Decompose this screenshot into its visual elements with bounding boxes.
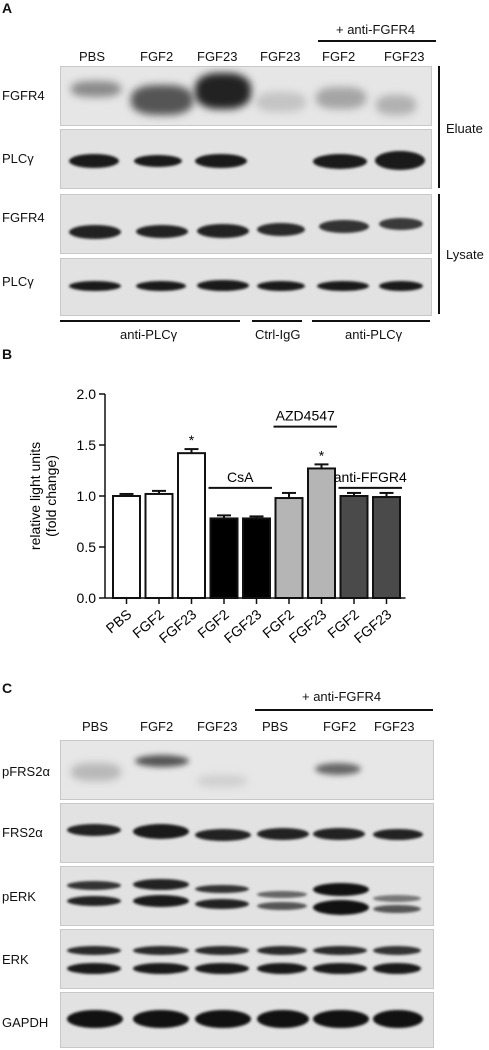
row-label-fgfr4-lysate: FGFR4 [2, 210, 45, 225]
bar [144, 492, 174, 600]
bracket-eluate [438, 66, 440, 188]
x-tick-label: FGF23 [351, 606, 395, 646]
x-tick-label: FGF23 [221, 606, 265, 646]
bar [307, 467, 336, 599]
treatment-bar-a [318, 40, 436, 42]
bar [339, 495, 369, 599]
panel-b-letter: B [2, 346, 13, 362]
y-tick-label: 0.0 [77, 590, 97, 606]
lane-label-a-5: FGF2 [322, 49, 356, 64]
treatment-bar-c [255, 709, 433, 711]
lane-label-a-4: FGF23 [260, 49, 301, 64]
panel-a-letter: A [2, 0, 13, 16]
lane-label-a-1: PBS [79, 49, 106, 64]
bar [242, 517, 271, 599]
blot-gapdh [60, 992, 434, 1048]
lane-label-c-2: FGF2 [140, 719, 174, 734]
ip-bar-2 [252, 320, 302, 322]
y-tick-label: 1.0 [77, 488, 97, 504]
bracket-lysate [438, 194, 440, 314]
row-label-perk: pERK [2, 889, 36, 904]
bar [372, 496, 401, 600]
lane-label-c-6: FGF23 [374, 719, 415, 734]
y-tick-label: 1.5 [77, 437, 97, 453]
ip-label-2: Ctrl-IgG [255, 327, 301, 342]
y-tick-label: 2.0 [77, 386, 97, 402]
bar [112, 495, 141, 599]
x-tick-label: FGF23 [156, 606, 200, 646]
significance-star: * [189, 432, 195, 448]
lane-label-c-5: FGF2 [323, 719, 357, 734]
row-label-gapdh: GAPDH [2, 1015, 49, 1030]
lane-label-c-3: FGF23 [197, 719, 238, 734]
y-axis-label: relative light units [27, 442, 43, 550]
bar [209, 517, 239, 599]
blot-perk [60, 866, 434, 926]
group-label: CsA [227, 469, 254, 485]
blot-plcg-eluate [60, 129, 432, 189]
y-tick-label: 0.5 [77, 539, 97, 555]
bar [177, 452, 206, 599]
blot-pfrs2a [60, 740, 434, 800]
row-label-erk: ERK [2, 952, 29, 967]
group-label: anti-FFGR4 [334, 469, 407, 485]
blot-frs2a [60, 803, 434, 863]
ip-label-3: anti-PLCγ [345, 327, 403, 342]
lane-label-a-3: FGF23 [197, 49, 238, 64]
significance-star: * [319, 447, 325, 463]
row-label-frs2a: FRS2α [2, 825, 43, 840]
group-label-eluate: Eluate [446, 121, 483, 136]
lane-label-c-1: PBS [82, 719, 109, 734]
group-label-lysate: Lysate [446, 247, 484, 262]
bar-chart: 0.0 0.5 1.0 1.5 2.0 relative light units (fold… [27, 386, 407, 646]
treatment-header-c: + anti-FGFR4 [302, 689, 382, 704]
blot-erk [60, 929, 434, 989]
x-tick-label: PBS [103, 606, 135, 636]
row-label-fgfr4-eluate: FGFR4 [2, 88, 45, 103]
lane-label-c-4: PBS [262, 719, 289, 734]
y-axis-label: (fold change) [43, 455, 59, 537]
lane-label-a-6: FGF23 [384, 49, 425, 64]
blot-plcg-lysate [60, 258, 432, 316]
x-tick-label: FGF23 [286, 606, 330, 646]
row-label-plcg-eluate: PLCγ [2, 151, 34, 166]
blot-fgfr4-eluate [60, 66, 432, 126]
row-label-plcg-lysate: PLCγ [2, 274, 34, 289]
lane-label-a-2: FGF2 [140, 49, 174, 64]
bar [274, 497, 304, 599]
blot-fgfr4-lysate [60, 194, 432, 254]
group-label: AZD4547 [276, 408, 335, 424]
ip-bar-3 [312, 320, 430, 322]
treatment-header-a: + anti-FGFR4 [336, 22, 416, 37]
ip-label-1: anti-PLCγ [120, 327, 178, 342]
panel-c-letter: C [2, 680, 13, 696]
row-label-pfrs2a: pFRS2α [2, 764, 50, 779]
ip-bar-1 [60, 320, 240, 322]
